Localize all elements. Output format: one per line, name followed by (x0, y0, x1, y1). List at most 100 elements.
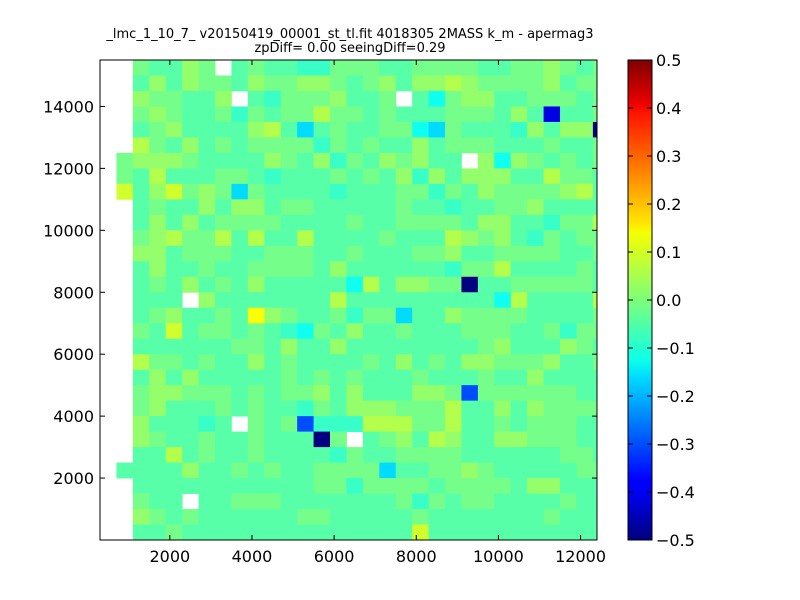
heatmap-cell (412, 354, 429, 371)
heatmap-cell (231, 354, 249, 371)
heatmap-cell (560, 447, 577, 463)
heatmap-cell (395, 478, 413, 494)
heatmap-cell (494, 307, 512, 324)
heatmap-cell (247, 369, 265, 386)
heatmap-cell (494, 447, 512, 463)
heatmap-cell (132, 524, 150, 541)
heatmap-cell (560, 245, 577, 262)
heatmap-cell (560, 168, 577, 185)
heatmap-cell (428, 292, 446, 309)
heatmap-cell (379, 369, 397, 386)
heatmap-cell (395, 152, 413, 169)
heatmap-cell (543, 354, 561, 371)
heatmap-cell (247, 152, 265, 169)
heatmap-cell (231, 524, 249, 541)
heatmap-cell (576, 478, 594, 494)
heatmap-cell (477, 369, 495, 386)
heatmap-cell (231, 447, 249, 463)
heatmap-cell (132, 199, 150, 216)
heatmap-cell (313, 121, 331, 138)
heatmap-cell (445, 152, 462, 169)
heatmap-cell (362, 60, 380, 76)
heatmap-cell (149, 400, 167, 417)
heatmap-cell (445, 137, 462, 154)
heatmap-cell (560, 431, 577, 448)
heatmap-cell (379, 478, 397, 494)
heatmap-cell (313, 385, 331, 402)
heatmap-cell (592, 478, 598, 494)
heatmap-cell (445, 60, 462, 76)
heatmap-cell (198, 400, 216, 417)
heatmap-cell (264, 137, 282, 154)
heatmap-cell (362, 431, 380, 448)
heatmap-cell (165, 369, 183, 386)
heatmap-cell (412, 90, 429, 107)
heatmap-cell (543, 214, 561, 231)
heatmap-cell (412, 323, 429, 340)
heatmap-cell (313, 524, 331, 541)
heatmap-cell (165, 462, 183, 479)
heatmap-cell (527, 75, 544, 92)
heatmap-cell (165, 60, 183, 76)
heatmap-cell (395, 385, 413, 402)
heatmap-cell (297, 385, 314, 402)
heatmap-cell (592, 261, 598, 278)
heatmap-cell (231, 121, 249, 138)
heatmap-cell (198, 292, 216, 309)
heatmap-cell (231, 245, 249, 262)
heatmap-cell (461, 276, 479, 293)
heatmap-cell (510, 199, 528, 216)
heatmap-cell (379, 245, 397, 262)
heatmap-cell (313, 199, 331, 216)
heatmap-cell (231, 137, 249, 154)
heatmap-cell (231, 168, 249, 185)
heatmap-cell (494, 60, 512, 76)
colorbar-ticks: −0.5 −0.4 −0.3 −0.2 −0.1 0.0 0.1 0.2 0.3 0.4 0.5 (628, 51, 695, 550)
heatmap-cell (477, 493, 495, 510)
heatmap-cell (510, 137, 528, 154)
heatmap-cell (494, 369, 512, 386)
heatmap-cell (395, 524, 413, 541)
heatmap-cell (445, 400, 462, 417)
heatmap-cell (527, 338, 544, 355)
heatmap-cell (231, 261, 249, 278)
heatmap-cell (527, 307, 544, 324)
heatmap-cell (215, 385, 232, 402)
heatmap-cell (280, 137, 298, 154)
heatmap-cell (543, 168, 561, 185)
heatmap-cell (494, 431, 512, 448)
colorbar-tick-label: 0.4 (656, 99, 681, 118)
heatmap-cell (510, 338, 528, 355)
heatmap-cell (412, 307, 429, 324)
heatmap-cell (330, 183, 347, 200)
heatmap-cell (182, 75, 199, 92)
heatmap-cell (198, 323, 216, 340)
heatmap-cell (346, 369, 364, 386)
heatmap-cell (412, 338, 429, 355)
heatmap-cell (313, 354, 331, 371)
y-tick-label: 2000 (53, 469, 94, 488)
heatmap-cell (182, 183, 199, 200)
heatmap-cell (116, 152, 134, 169)
heatmap-cell (510, 431, 528, 448)
heatmap-cell (461, 431, 479, 448)
heatmap-cell (527, 509, 544, 525)
heatmap-cell (215, 261, 232, 278)
heatmap-cell (280, 121, 298, 138)
heatmap-cell (527, 183, 544, 200)
heatmap-cell (461, 354, 479, 371)
heatmap-cell (445, 354, 462, 371)
heatmap-cell (247, 245, 265, 262)
heatmap-cell (247, 60, 265, 76)
heatmap-cell (165, 137, 183, 154)
heatmap-cell (379, 307, 397, 324)
heatmap-cell (494, 230, 512, 247)
heatmap-cell (264, 106, 282, 123)
heatmap-cell (379, 261, 397, 278)
heatmap-cell (182, 137, 199, 154)
heatmap-cell (428, 462, 446, 479)
y-tick-label: 10000 (43, 221, 94, 240)
heatmap-cell (346, 292, 364, 309)
heatmap-cell (395, 369, 413, 386)
heatmap-cell (264, 152, 282, 169)
